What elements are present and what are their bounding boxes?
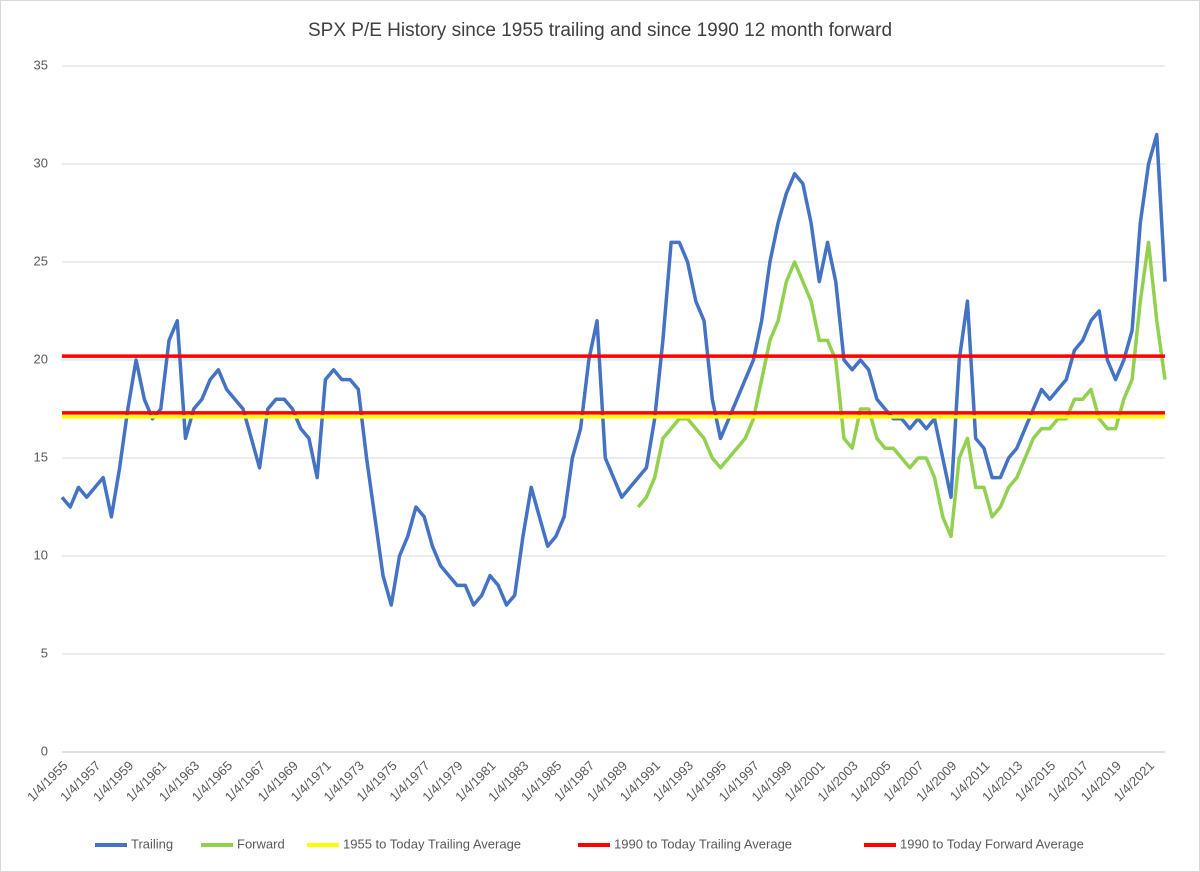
y-tick-label: 0 [41,743,48,758]
legend-label: 1990 to Today Trailing Average [614,836,792,851]
legend-label: Forward [237,836,285,851]
series-line [636,240,1167,539]
y-tick-label: 5 [41,645,48,660]
y-tick-label: 10 [34,547,48,562]
legend-label: 1955 to Today Trailing Average [343,836,521,851]
y-tick-label: 15 [34,449,48,464]
series-line [60,132,1167,607]
y-tick-label: 30 [34,155,48,170]
y-tick-label: 25 [34,253,48,268]
legend-label: 1990 to Today Forward Average [900,836,1084,851]
chart-title: SPX P/E History since 1955 trailing and … [308,20,892,41]
y-tick-label: 20 [34,351,48,366]
y-tick-label: 35 [34,57,48,72]
legend-label: Trailing [131,836,173,851]
